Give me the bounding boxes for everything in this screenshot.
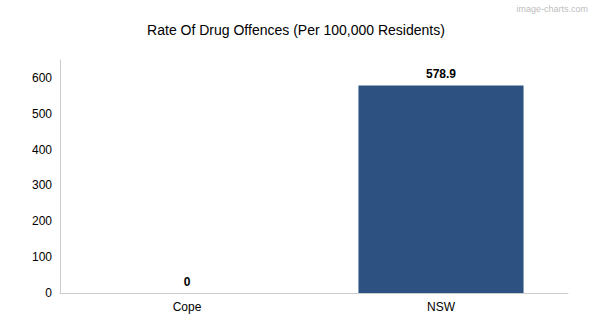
svg-text:Cope: Cope xyxy=(173,300,202,314)
svg-text:578.9: 578.9 xyxy=(426,67,456,81)
svg-text:0: 0 xyxy=(45,286,52,300)
svg-text:300: 300 xyxy=(32,178,52,192)
svg-text:400: 400 xyxy=(32,143,52,157)
svg-text:0: 0 xyxy=(184,275,191,289)
svg-text:Rate Of Drug Offences (Per 100: Rate Of Drug Offences (Per 100,000 Resid… xyxy=(147,22,445,38)
svg-text:600: 600 xyxy=(32,71,52,85)
svg-text:200: 200 xyxy=(32,214,52,228)
svg-text:500: 500 xyxy=(32,107,52,121)
svg-text:image-charts.com: image-charts.com xyxy=(516,4,588,14)
svg-text:100: 100 xyxy=(32,250,52,264)
svg-text:NSW: NSW xyxy=(427,300,456,314)
